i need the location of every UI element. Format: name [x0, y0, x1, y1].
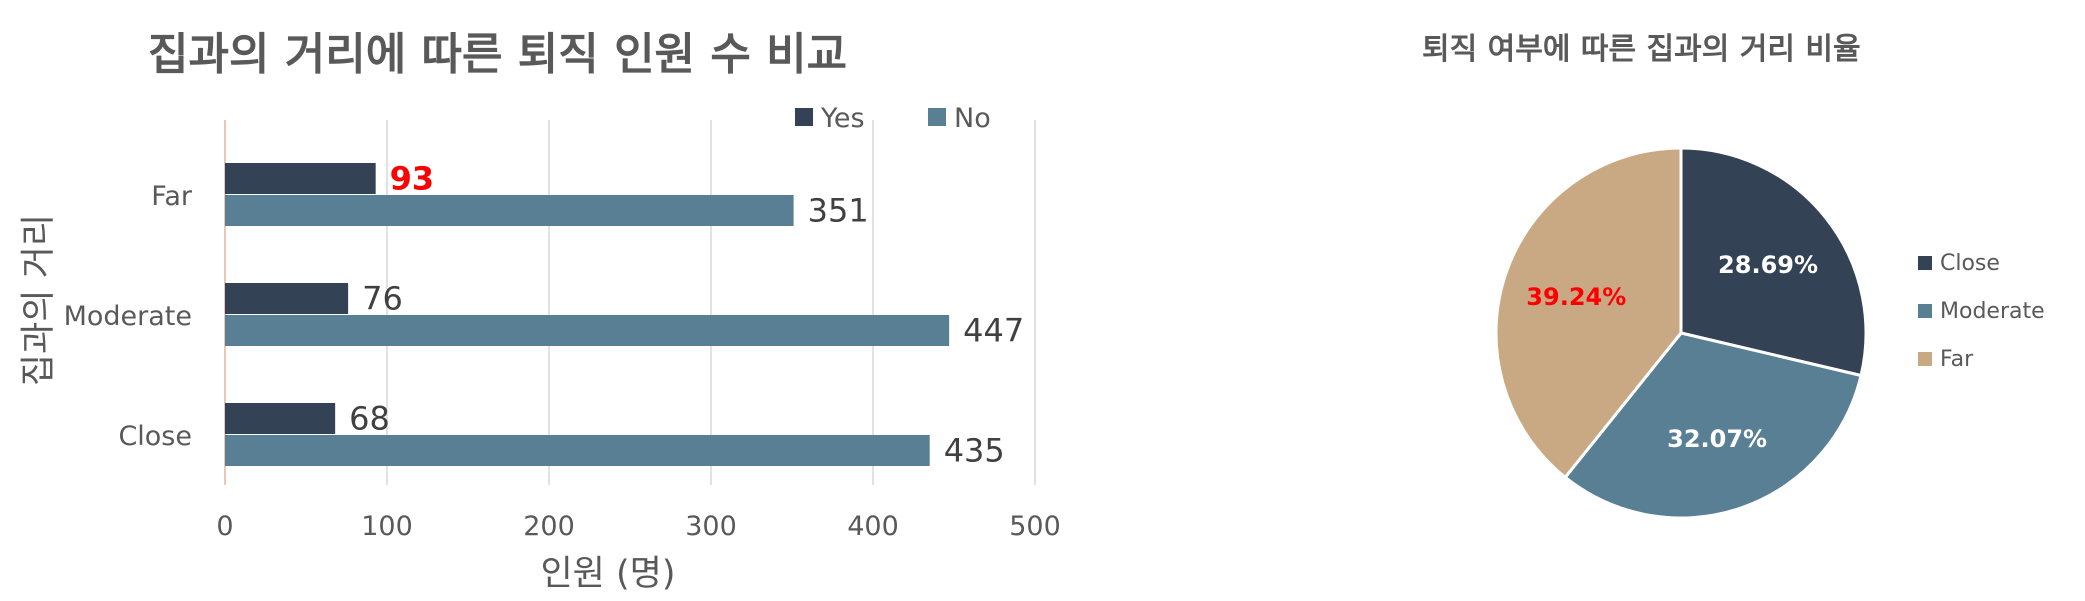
x-tick-label: 500 — [1009, 511, 1061, 542]
data-label: 447 — [963, 312, 1024, 350]
bar-yes — [225, 163, 376, 194]
x-tick-label: 400 — [847, 511, 899, 542]
data-label: 351 — [808, 192, 869, 230]
x-tick-label: 100 — [361, 511, 413, 542]
bar-no — [225, 195, 794, 226]
category-label: Moderate — [64, 301, 192, 332]
legend-label: Far — [1940, 347, 1974, 372]
legend-label: Close — [1940, 251, 2000, 276]
legend-label: No — [954, 103, 991, 134]
pie-slice-moderate — [1563, 331, 1863, 520]
legend-swatch-close — [1918, 256, 1932, 270]
bar-yes — [225, 403, 336, 434]
category-label: Close — [118, 421, 192, 452]
legend-label: Moderate — [1940, 299, 2045, 324]
category-label: Far — [151, 181, 193, 212]
bar-chart: 0 100 200 300 400 500 Far 93 351 Moderate 76 447 Clo… — [19, 103, 1061, 594]
legend-swatch-moderate — [1918, 304, 1932, 318]
pie-slice-far — [1494, 146, 1683, 480]
y-axis-title: 집과의 거리 — [19, 214, 59, 386]
bar-yes — [225, 283, 349, 314]
x-tick-label: 200 — [523, 511, 575, 542]
data-label: 68 — [349, 400, 390, 438]
data-label: 76 — [362, 280, 403, 318]
x-axis-title: 인원 (명) — [540, 554, 675, 594]
pie-value-label: 32.07% — [1667, 425, 1767, 453]
legend-label: Yes — [820, 103, 865, 134]
legend-swatch-no — [928, 108, 946, 126]
pie-chart-title: 퇴직 여부에 따른 집과의 거리 비율 — [1422, 32, 1861, 67]
legend-swatch-yes — [795, 108, 813, 126]
pie-value-label: 39.24% — [1526, 283, 1626, 311]
data-label: 93 — [390, 160, 435, 198]
bar-chart-title: 집과의 거리에 따른 퇴직 인원 수 비교 — [148, 29, 848, 80]
pie-chart-panel: 퇴직 여부에 따른 집과의 거리 비율 28.69% 32.07% 39.24% Cl… — [1380, 0, 2085, 601]
legend-swatch-far — [1918, 352, 1932, 366]
x-tick-label: 0 — [216, 511, 233, 542]
pie-chart: 28.69% 32.07% 39.24% Close Moderate Far — [1494, 146, 2045, 520]
bar-no — [225, 435, 930, 466]
data-label: 435 — [944, 432, 1005, 470]
pie-slice-close — [1679, 146, 1868, 378]
bar-chart-panel: 집과의 거리에 따른 퇴직 인원 수 비교 0 100 200 300 400 500 Fa… — [19, 29, 1061, 594]
x-tick-label: 300 — [685, 511, 737, 542]
pie-value-label: 28.69% — [1718, 251, 1818, 279]
bar-no — [225, 315, 950, 346]
